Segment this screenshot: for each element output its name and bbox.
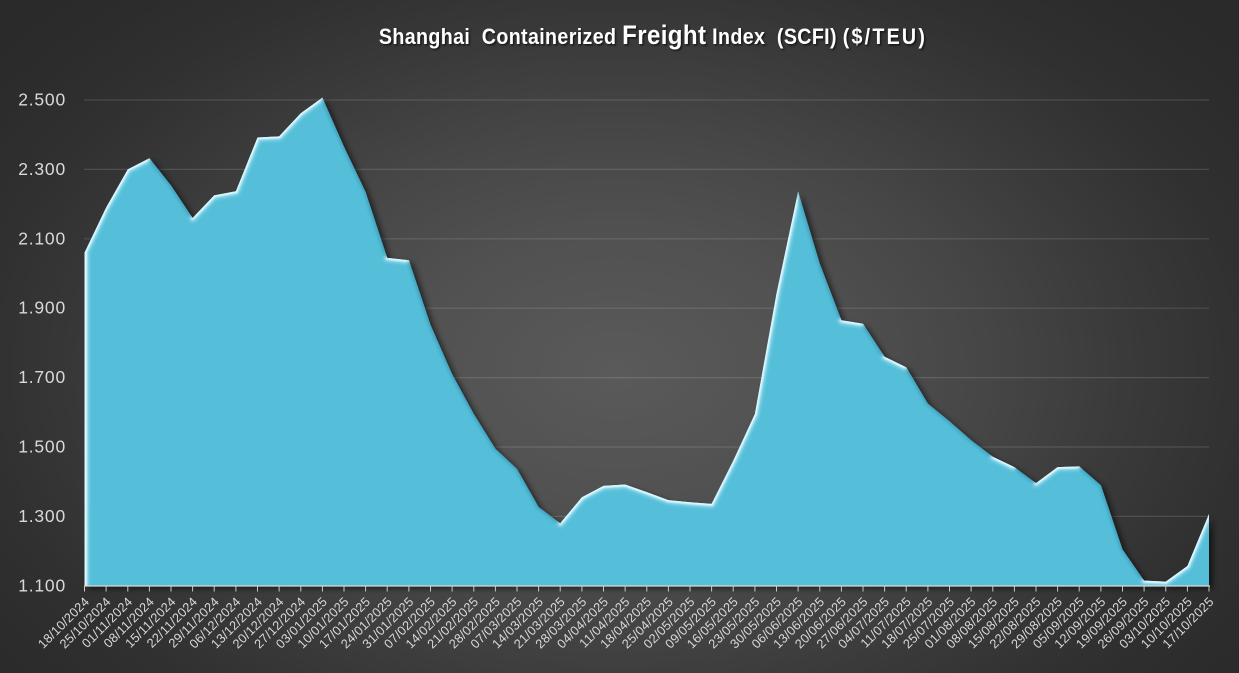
svg-text:1.500: 1.500 bbox=[18, 437, 66, 457]
svg-text:1.700: 1.700 bbox=[18, 367, 66, 387]
svg-text:1.900: 1.900 bbox=[18, 298, 66, 318]
svg-text:2.300: 2.300 bbox=[18, 159, 66, 179]
svg-text:1.100: 1.100 bbox=[18, 575, 66, 595]
svg-text:1.300: 1.300 bbox=[18, 506, 66, 526]
svg-text:2.100: 2.100 bbox=[18, 228, 66, 248]
svg-text:2.500: 2.500 bbox=[18, 90, 66, 110]
